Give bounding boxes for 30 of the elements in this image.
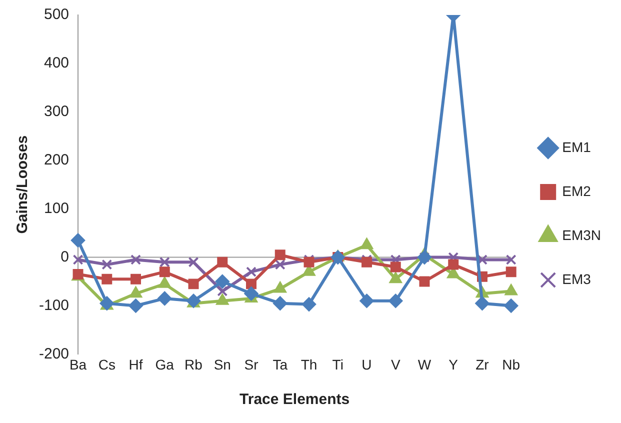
y-axis-title: Gains/Looses [14,135,32,234]
x-tick-label: Zr [476,356,490,372]
x-tick-label: Nb [502,356,520,372]
x-axis-title: Trace Elements [240,391,350,408]
x-tick-label: Ga [155,356,174,372]
y-tick-label: 100 [44,200,70,217]
x-tick-label: Ti [332,356,344,372]
x-tick-label: Rb [184,356,203,372]
legend-label: EM1 [562,138,592,155]
y-tick-label: 300 [44,103,70,120]
x-tick-label: V [390,356,401,372]
x-tick-label: U [362,356,372,372]
y-tick-label: 400 [44,54,70,72]
x-tick-label: Sr [244,356,259,372]
x-tick-label: Th [300,356,318,372]
y-tick-label: 0 [60,248,70,266]
y-tick-label: 200 [44,152,70,169]
x-tick-label: W [418,356,432,372]
legend-label: EM2 [562,182,592,199]
x-tick-label: Hf [128,356,143,372]
x-tick-label: Ba [69,356,87,372]
legend-label: EM3N [562,226,602,243]
x-tick-label: Y [448,356,459,372]
x-tick-label: Ta [272,356,288,372]
y-tick-label: -200 [38,345,70,362]
x-tick-label: Sn [214,356,231,372]
legend-label: EM3 [562,270,592,287]
y-tick-label: 500 [44,6,70,24]
x-tick-label: Cs [98,356,116,372]
y-tick-label: -100 [38,296,70,314]
